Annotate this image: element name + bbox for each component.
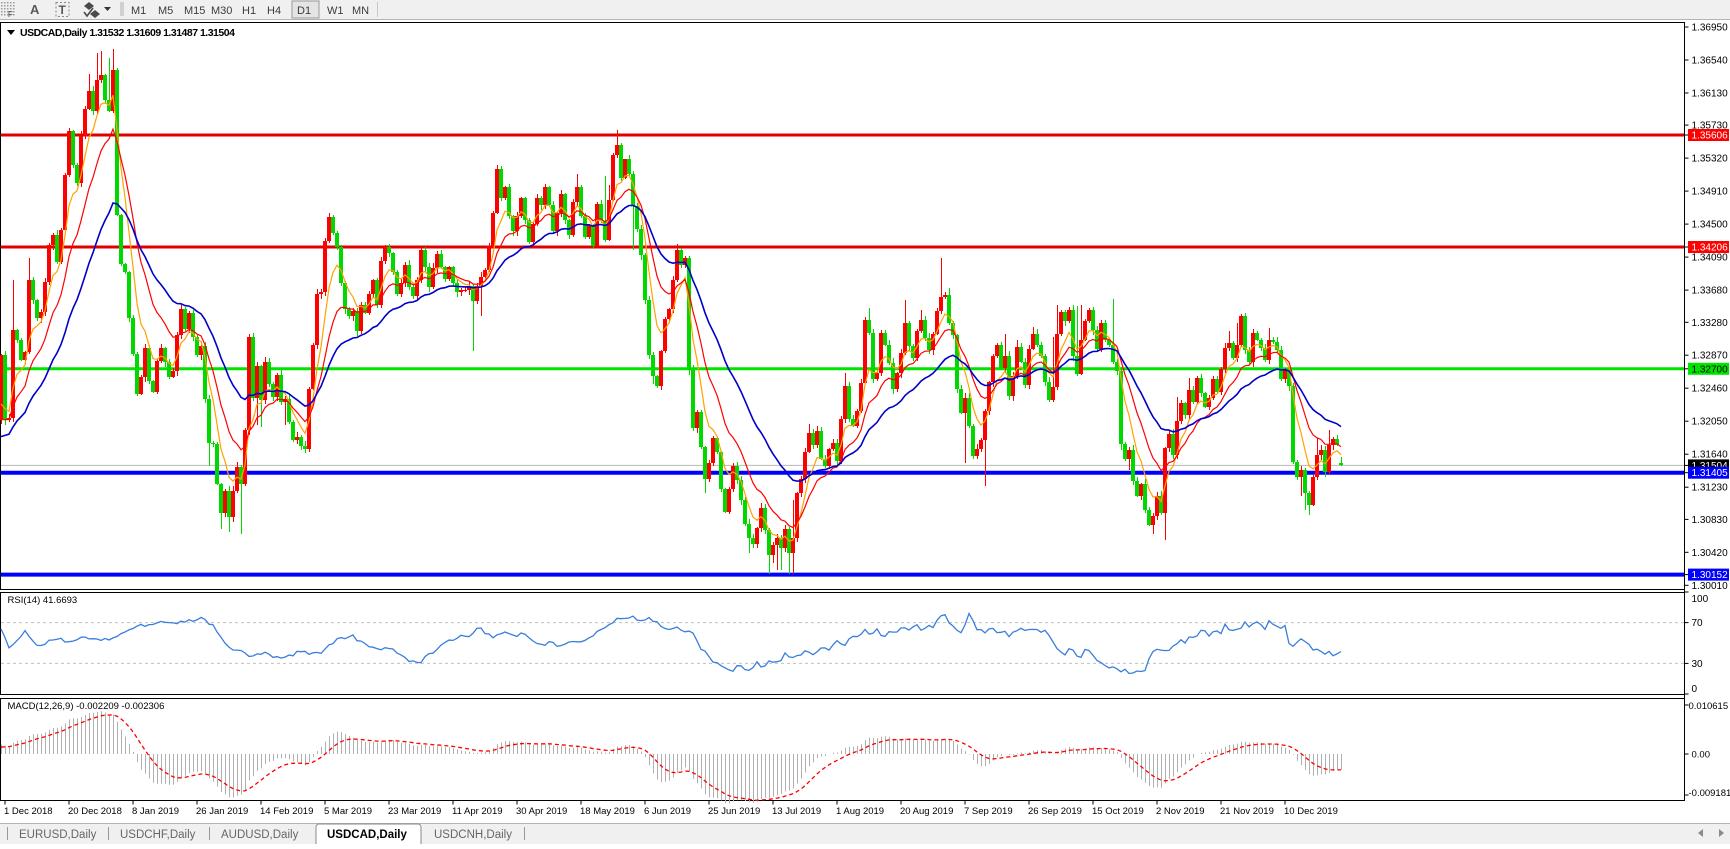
svg-text:1.32700: 1.32700 (1692, 364, 1729, 375)
svg-text:6 Jun 2019: 6 Jun 2019 (644, 806, 691, 817)
svg-text:EURUSD,Daily: EURUSD,Daily (19, 829, 97, 841)
svg-text:USDCAD,Daily: USDCAD,Daily (327, 829, 407, 841)
svg-text:15 Oct 2019: 15 Oct 2019 (1092, 806, 1144, 817)
svg-text:11 Apr 2019: 11 Apr 2019 (452, 806, 503, 817)
svg-text:MN: MN (352, 5, 369, 17)
svg-text:0: 0 (1692, 684, 1698, 695)
svg-text:USDCHF,Daily: USDCHF,Daily (120, 829, 196, 841)
svg-text:21 Nov 2019: 21 Nov 2019 (1220, 806, 1274, 817)
svg-text:8 Jan 2019: 8 Jan 2019 (132, 806, 179, 817)
svg-text:W1: W1 (327, 5, 344, 17)
svg-text:1.30010: 1.30010 (1692, 581, 1729, 592)
svg-text:M15: M15 (184, 5, 205, 17)
svg-text:1.36950: 1.36950 (1692, 23, 1729, 34)
svg-text:1.33680: 1.33680 (1692, 286, 1729, 297)
svg-text:10 Dec 2019: 10 Dec 2019 (1284, 806, 1338, 817)
svg-text:20 Dec 2018: 20 Dec 2018 (68, 806, 122, 817)
svg-text:30: 30 (1692, 659, 1704, 670)
svg-text:1.35606: 1.35606 (1692, 131, 1729, 142)
svg-text:7 Sep 2019: 7 Sep 2019 (964, 806, 1013, 817)
svg-text:23 Mar 2019: 23 Mar 2019 (388, 806, 441, 817)
svg-text:0.010615: 0.010615 (1689, 701, 1729, 712)
svg-text:25 Jun 2019: 25 Jun 2019 (708, 806, 760, 817)
svg-text:M1: M1 (131, 5, 146, 17)
svg-text:RSI(14) 41.6693: RSI(14) 41.6693 (8, 595, 78, 606)
svg-text:26 Sep 2019: 26 Sep 2019 (1028, 806, 1082, 817)
svg-text:D1: D1 (297, 5, 311, 17)
svg-text:1.30152: 1.30152 (1692, 570, 1729, 581)
svg-text:20 Aug 2019: 20 Aug 2019 (900, 806, 953, 817)
svg-text:AUDUSD,Daily: AUDUSD,Daily (221, 829, 299, 841)
svg-text:70: 70 (1692, 618, 1704, 629)
svg-text:1.36130: 1.36130 (1692, 89, 1729, 100)
svg-text:T: T (59, 3, 67, 17)
svg-text:30 Apr 2019: 30 Apr 2019 (516, 806, 567, 817)
svg-text:1 Dec 2018: 1 Dec 2018 (4, 806, 53, 817)
svg-text:1.34206: 1.34206 (1692, 243, 1729, 254)
svg-text:2 Nov 2019: 2 Nov 2019 (1156, 806, 1205, 817)
svg-text:1.33280: 1.33280 (1692, 318, 1729, 329)
svg-text:1.32870: 1.32870 (1692, 351, 1729, 362)
svg-text:1.31230: 1.31230 (1692, 483, 1729, 494)
svg-text:1.31405: 1.31405 (1692, 468, 1729, 479)
svg-text:H1: H1 (242, 5, 256, 17)
svg-text:A: A (30, 2, 40, 17)
svg-text:M5: M5 (158, 5, 173, 17)
svg-text:18 May 2019: 18 May 2019 (580, 806, 635, 817)
svg-text:1.36540: 1.36540 (1692, 56, 1729, 67)
svg-text:MACD(12,26,9) -0.002209 -0.002: MACD(12,26,9) -0.002209 -0.002306 (8, 701, 165, 712)
svg-text:1.31640: 1.31640 (1692, 450, 1729, 461)
svg-text:1.34090: 1.34090 (1692, 253, 1729, 264)
svg-text:100: 100 (1692, 594, 1709, 605)
svg-text:-0.009181: -0.009181 (1689, 788, 1730, 799)
svg-text:26 Jan 2019: 26 Jan 2019 (196, 806, 248, 817)
svg-text:5 Mar 2019: 5 Mar 2019 (324, 806, 372, 817)
svg-text:14 Feb 2019: 14 Feb 2019 (260, 806, 313, 817)
svg-text:1 Aug 2019: 1 Aug 2019 (836, 806, 884, 817)
svg-text:F: F (8, 10, 13, 19)
svg-text:1.32050: 1.32050 (1692, 417, 1729, 428)
svg-text:1.32460: 1.32460 (1692, 384, 1729, 395)
svg-text:H4: H4 (267, 5, 281, 17)
svg-text:1.30830: 1.30830 (1692, 515, 1729, 526)
svg-text:1.34910: 1.34910 (1692, 187, 1729, 198)
svg-text:0.00: 0.00 (1692, 750, 1711, 761)
svg-text:1.30420: 1.30420 (1692, 548, 1729, 559)
svg-text:1.34500: 1.34500 (1692, 220, 1729, 231)
svg-text:USDCNH,Daily: USDCNH,Daily (434, 829, 512, 841)
svg-text:M30: M30 (211, 5, 232, 17)
svg-text:13 Jul 2019: 13 Jul 2019 (772, 806, 821, 817)
svg-text:1.35320: 1.35320 (1692, 154, 1729, 165)
svg-text:USDCAD,Daily 1.31532 1.31609: USDCAD,Daily 1.31532 1.31609 1.31487 1.3… (20, 27, 235, 39)
